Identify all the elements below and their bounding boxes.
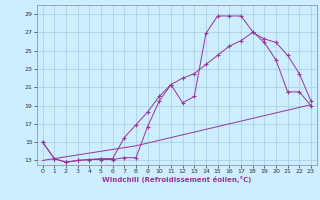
X-axis label: Windchill (Refroidissement éolien,°C): Windchill (Refroidissement éolien,°C): [102, 176, 252, 183]
